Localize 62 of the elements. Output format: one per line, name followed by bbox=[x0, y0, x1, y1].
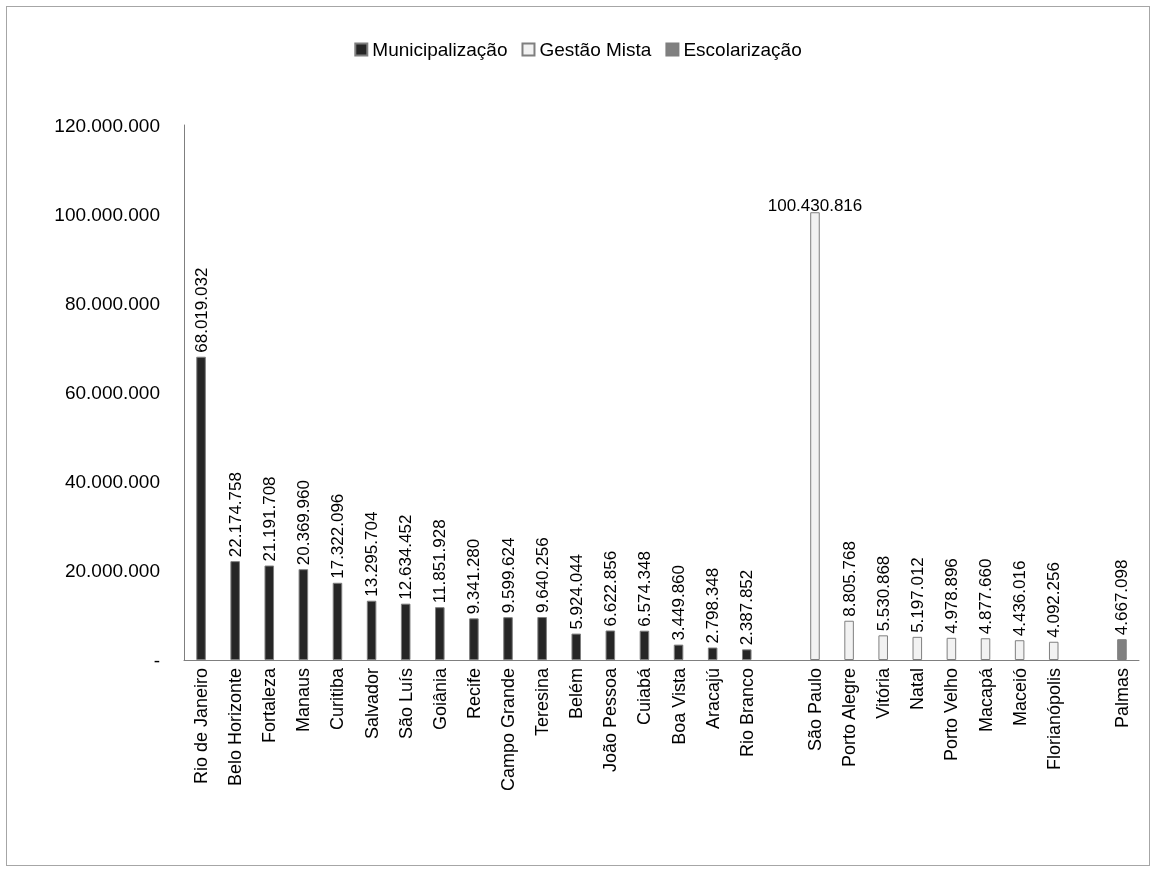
data-label: 21.191.708 bbox=[259, 476, 279, 562]
x-tick-label: João Pessoa bbox=[600, 667, 621, 773]
data-label: 12.634.452 bbox=[396, 514, 416, 600]
x-tick-label: Cuiabá bbox=[634, 667, 655, 726]
y-tick-label: 80.000.000 bbox=[64, 292, 160, 314]
x-tick-label: Boa Vista bbox=[668, 667, 689, 745]
data-label: 4.667.098 bbox=[1112, 559, 1132, 636]
legend-label: Municipalização bbox=[372, 39, 508, 60]
x-tick-label: Vitória bbox=[873, 667, 894, 719]
data-label: 9.341.280 bbox=[464, 538, 484, 615]
data-label: 4.436.016 bbox=[1010, 560, 1030, 637]
data-label: 8.805.768 bbox=[839, 541, 859, 617]
data-label: 13.295.704 bbox=[362, 511, 382, 597]
x-tick-label: Porto Velho bbox=[941, 668, 962, 762]
x-tick-label: Rio de Janeiro bbox=[191, 668, 212, 785]
y-tick-label: 20.000.000 bbox=[64, 560, 160, 582]
x-tick-label: Recife bbox=[463, 668, 484, 720]
data-label: 11.851.928 bbox=[430, 519, 450, 604]
x-tick-label: Belém bbox=[566, 668, 587, 720]
data-label: 3.449.860 bbox=[669, 564, 689, 641]
data-label: 6.622.856 bbox=[600, 550, 620, 627]
x-tick-label: São Luís bbox=[395, 668, 416, 740]
x-tick-label: Belo Horizonte bbox=[225, 668, 246, 787]
data-label: 4.092.256 bbox=[1044, 562, 1064, 638]
y-tick-label: 100.000.000 bbox=[54, 203, 160, 225]
y-tick-label: 60.000.000 bbox=[64, 382, 160, 403]
data-label: 9.599.624 bbox=[498, 537, 518, 614]
x-tick-label: Campo Grande bbox=[498, 668, 519, 792]
data-label: 17.322.096 bbox=[327, 493, 347, 579]
y-tick-label: 40.000.000 bbox=[64, 471, 160, 493]
legend-label: Gestão Mista bbox=[539, 39, 652, 60]
legend-label: Escolarização bbox=[683, 39, 802, 60]
x-tick-label: Curitiba bbox=[327, 667, 348, 731]
x-tick-label: Salvador bbox=[361, 668, 382, 740]
x-tick-label: São Paulo bbox=[804, 668, 825, 752]
data-label: 22.174.758 bbox=[225, 472, 245, 558]
x-tick-label: Teresina bbox=[532, 667, 553, 737]
x-tick-label: Natal bbox=[907, 668, 928, 711]
x-tick-label: Porto Alegre bbox=[839, 668, 860, 768]
x-tick-label: Aracajú bbox=[702, 668, 723, 730]
x-tick-label: Palmas bbox=[1111, 668, 1132, 729]
x-tick-label: Florianópolis bbox=[1043, 668, 1064, 771]
x-tick-label: Goiânia bbox=[429, 667, 450, 731]
data-label: 6.574.348 bbox=[634, 551, 654, 627]
data-label: 20.369.960 bbox=[293, 480, 313, 566]
y-tick-label: 120.000.000 bbox=[54, 114, 160, 136]
data-label: 2.387.852 bbox=[737, 569, 757, 646]
x-tick-label: Macapá bbox=[975, 667, 996, 733]
x-tick-label: Fortaleza bbox=[259, 667, 280, 744]
data-label: 5.924.044 bbox=[566, 553, 586, 630]
y-tick-label: - bbox=[153, 649, 160, 671]
x-tick-label: Manaus bbox=[293, 668, 314, 733]
data-label: 5.530.868 bbox=[873, 555, 893, 632]
x-tick-label: Rio Branco bbox=[736, 668, 757, 758]
data-label: 5.197.012 bbox=[907, 557, 927, 633]
data-label: 9.640.256 bbox=[532, 537, 552, 614]
data-label: 100.430.816 bbox=[767, 195, 863, 215]
data-label: 4.877.660 bbox=[976, 558, 996, 635]
data-label: 4.978.896 bbox=[941, 558, 961, 634]
data-label: 2.798.348 bbox=[703, 567, 723, 644]
data-label: 68.019.032 bbox=[191, 267, 211, 353]
x-tick-label: Maceió bbox=[1009, 668, 1030, 727]
